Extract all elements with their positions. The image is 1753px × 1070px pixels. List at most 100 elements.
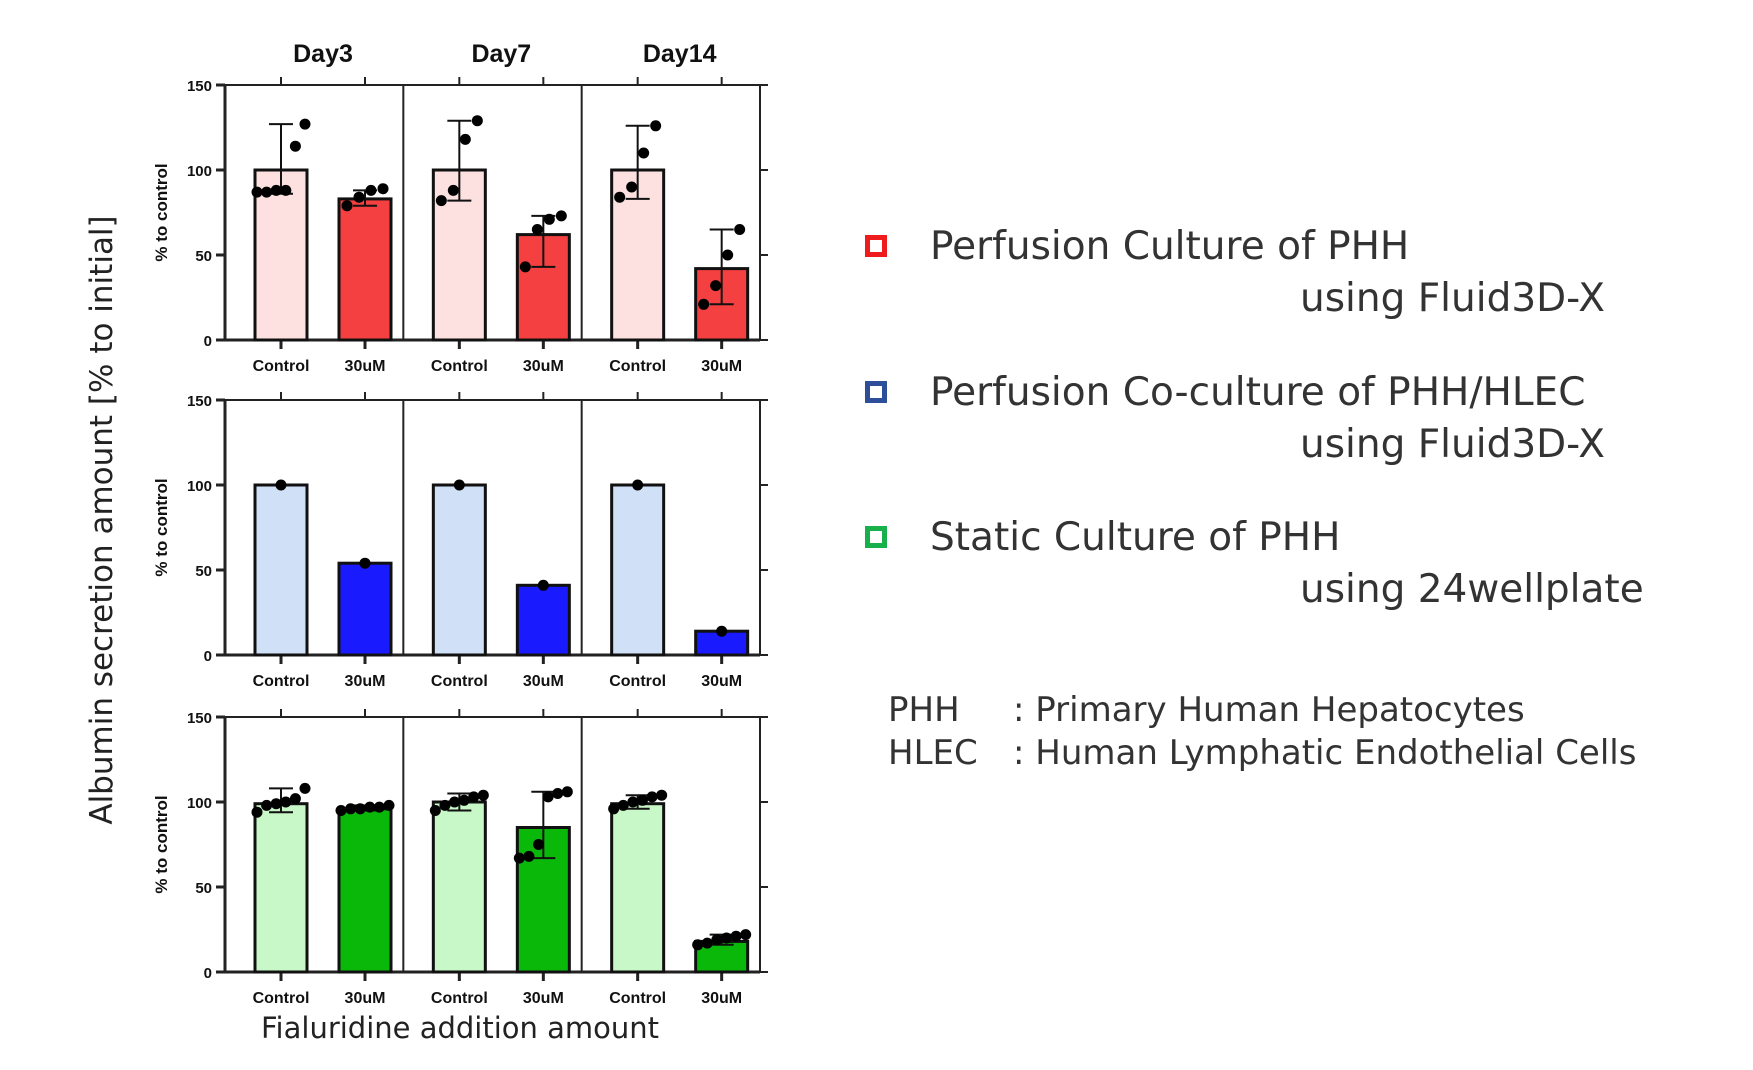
bar	[337, 197, 393, 342]
x-tick-label: Control	[253, 673, 310, 690]
data-point	[710, 280, 722, 292]
legend-label-line1: Static Culture of PHH	[930, 515, 1341, 560]
legend-label-line2: using Fluid3D-X	[1300, 276, 1606, 321]
data-point	[656, 789, 668, 801]
data-point	[561, 786, 573, 798]
x-tick-label: Control	[609, 990, 666, 1007]
x-tick-label: 30uM	[523, 673, 564, 690]
y-tick-label: 50	[195, 248, 212, 265]
legend-label-line2: using 24wellplate	[1300, 567, 1644, 612]
data-point	[730, 930, 742, 942]
bar	[610, 483, 666, 657]
data-point	[449, 796, 461, 808]
data-point	[646, 791, 658, 803]
data-point	[335, 805, 347, 816]
data-point	[251, 806, 263, 818]
data-point	[626, 181, 638, 193]
x-tick-label: 30uM	[701, 990, 742, 1007]
data-point	[608, 803, 620, 815]
data-point	[519, 261, 531, 273]
y-tick-label: 150	[187, 78, 212, 95]
data-point	[275, 479, 287, 491]
data-point	[354, 803, 366, 815]
data-point	[636, 794, 648, 806]
data-point	[289, 793, 301, 805]
data-point	[627, 796, 639, 808]
data-point	[453, 479, 465, 491]
x-tick-label: Control	[253, 358, 310, 375]
y-tick-label: 50	[195, 880, 212, 897]
x-tick-label: 30uM	[523, 358, 564, 375]
data-point	[477, 789, 489, 801]
data-point	[543, 213, 555, 225]
data-point	[692, 939, 704, 951]
x-tick-label: 30uM	[523, 990, 564, 1007]
data-point	[552, 788, 564, 799]
x-tick-label: Control	[431, 673, 488, 690]
group-header: Day7	[471, 40, 531, 68]
legend-label-line1: Perfusion Culture of PHH	[930, 224, 1410, 269]
abbreviation-hlec: HLEC: Human Lymphatic Endothelial Cells	[888, 736, 1636, 770]
data-point	[377, 183, 389, 195]
data-point	[468, 791, 480, 803]
data-point	[711, 934, 723, 946]
data-point	[523, 850, 535, 862]
bar	[337, 807, 393, 974]
abbreviation-definition: : Primary Human Hepatocytes	[1013, 690, 1525, 730]
data-point	[740, 929, 752, 941]
data-point	[458, 794, 470, 806]
y-tick-label: 100	[187, 163, 212, 180]
data-point	[542, 791, 554, 803]
legend-label-line2: using Fluid3D-X	[1300, 422, 1606, 467]
x-tick-label: Control	[431, 358, 488, 375]
x-tick-label: 30uM	[345, 358, 386, 375]
y-tick-label: 100	[187, 478, 212, 495]
x-tick-label: Control	[609, 358, 666, 375]
x-tick-label: 30uM	[345, 990, 386, 1007]
y-tick-label: 150	[187, 710, 212, 727]
group-header: Day3	[293, 40, 353, 68]
data-point	[280, 796, 292, 808]
data-point	[447, 184, 459, 196]
data-point	[251, 186, 263, 198]
data-point	[555, 210, 567, 222]
legend-swatch-green	[865, 526, 887, 548]
data-point	[698, 298, 710, 310]
data-point	[650, 120, 662, 132]
bar	[431, 800, 487, 974]
data-point	[722, 249, 734, 261]
data-point	[270, 184, 282, 196]
data-point	[701, 937, 713, 949]
y-tick-label: 150	[187, 393, 212, 410]
legend-label-line1: Perfusion Co-culture of PHH/HLEC	[930, 370, 1586, 415]
data-point	[614, 191, 626, 203]
data-point	[537, 579, 549, 591]
data-point	[299, 118, 311, 130]
x-tick-label: 30uM	[701, 673, 742, 690]
panel-y-label: % to control	[152, 163, 171, 261]
x-tick-label: 30uM	[701, 358, 742, 375]
x-tick-label: 30uM	[345, 673, 386, 690]
data-point	[345, 803, 357, 815]
group-header: Day14	[643, 40, 717, 68]
data-point	[359, 557, 371, 569]
data-point	[439, 799, 451, 811]
bar	[253, 802, 309, 974]
abbreviation-term: HLEC	[888, 733, 978, 773]
data-point	[471, 115, 483, 127]
outer-y-axis-title: Albumin secretion amount [% to initial]	[84, 215, 120, 824]
bar	[337, 561, 393, 657]
y-tick-label: 0	[204, 965, 212, 982]
data-point	[364, 801, 376, 813]
data-point	[632, 479, 644, 491]
bar	[431, 483, 487, 657]
data-point	[270, 798, 282, 810]
chart-panel: 0 50 100 150 % to control Control 30uM Control 3…	[152, 392, 768, 690]
data-point	[720, 932, 732, 944]
data-point	[513, 852, 525, 864]
data-point	[383, 799, 395, 811]
data-point	[353, 191, 365, 203]
bar	[253, 168, 309, 342]
data-point	[617, 799, 629, 811]
data-point	[734, 224, 746, 235]
